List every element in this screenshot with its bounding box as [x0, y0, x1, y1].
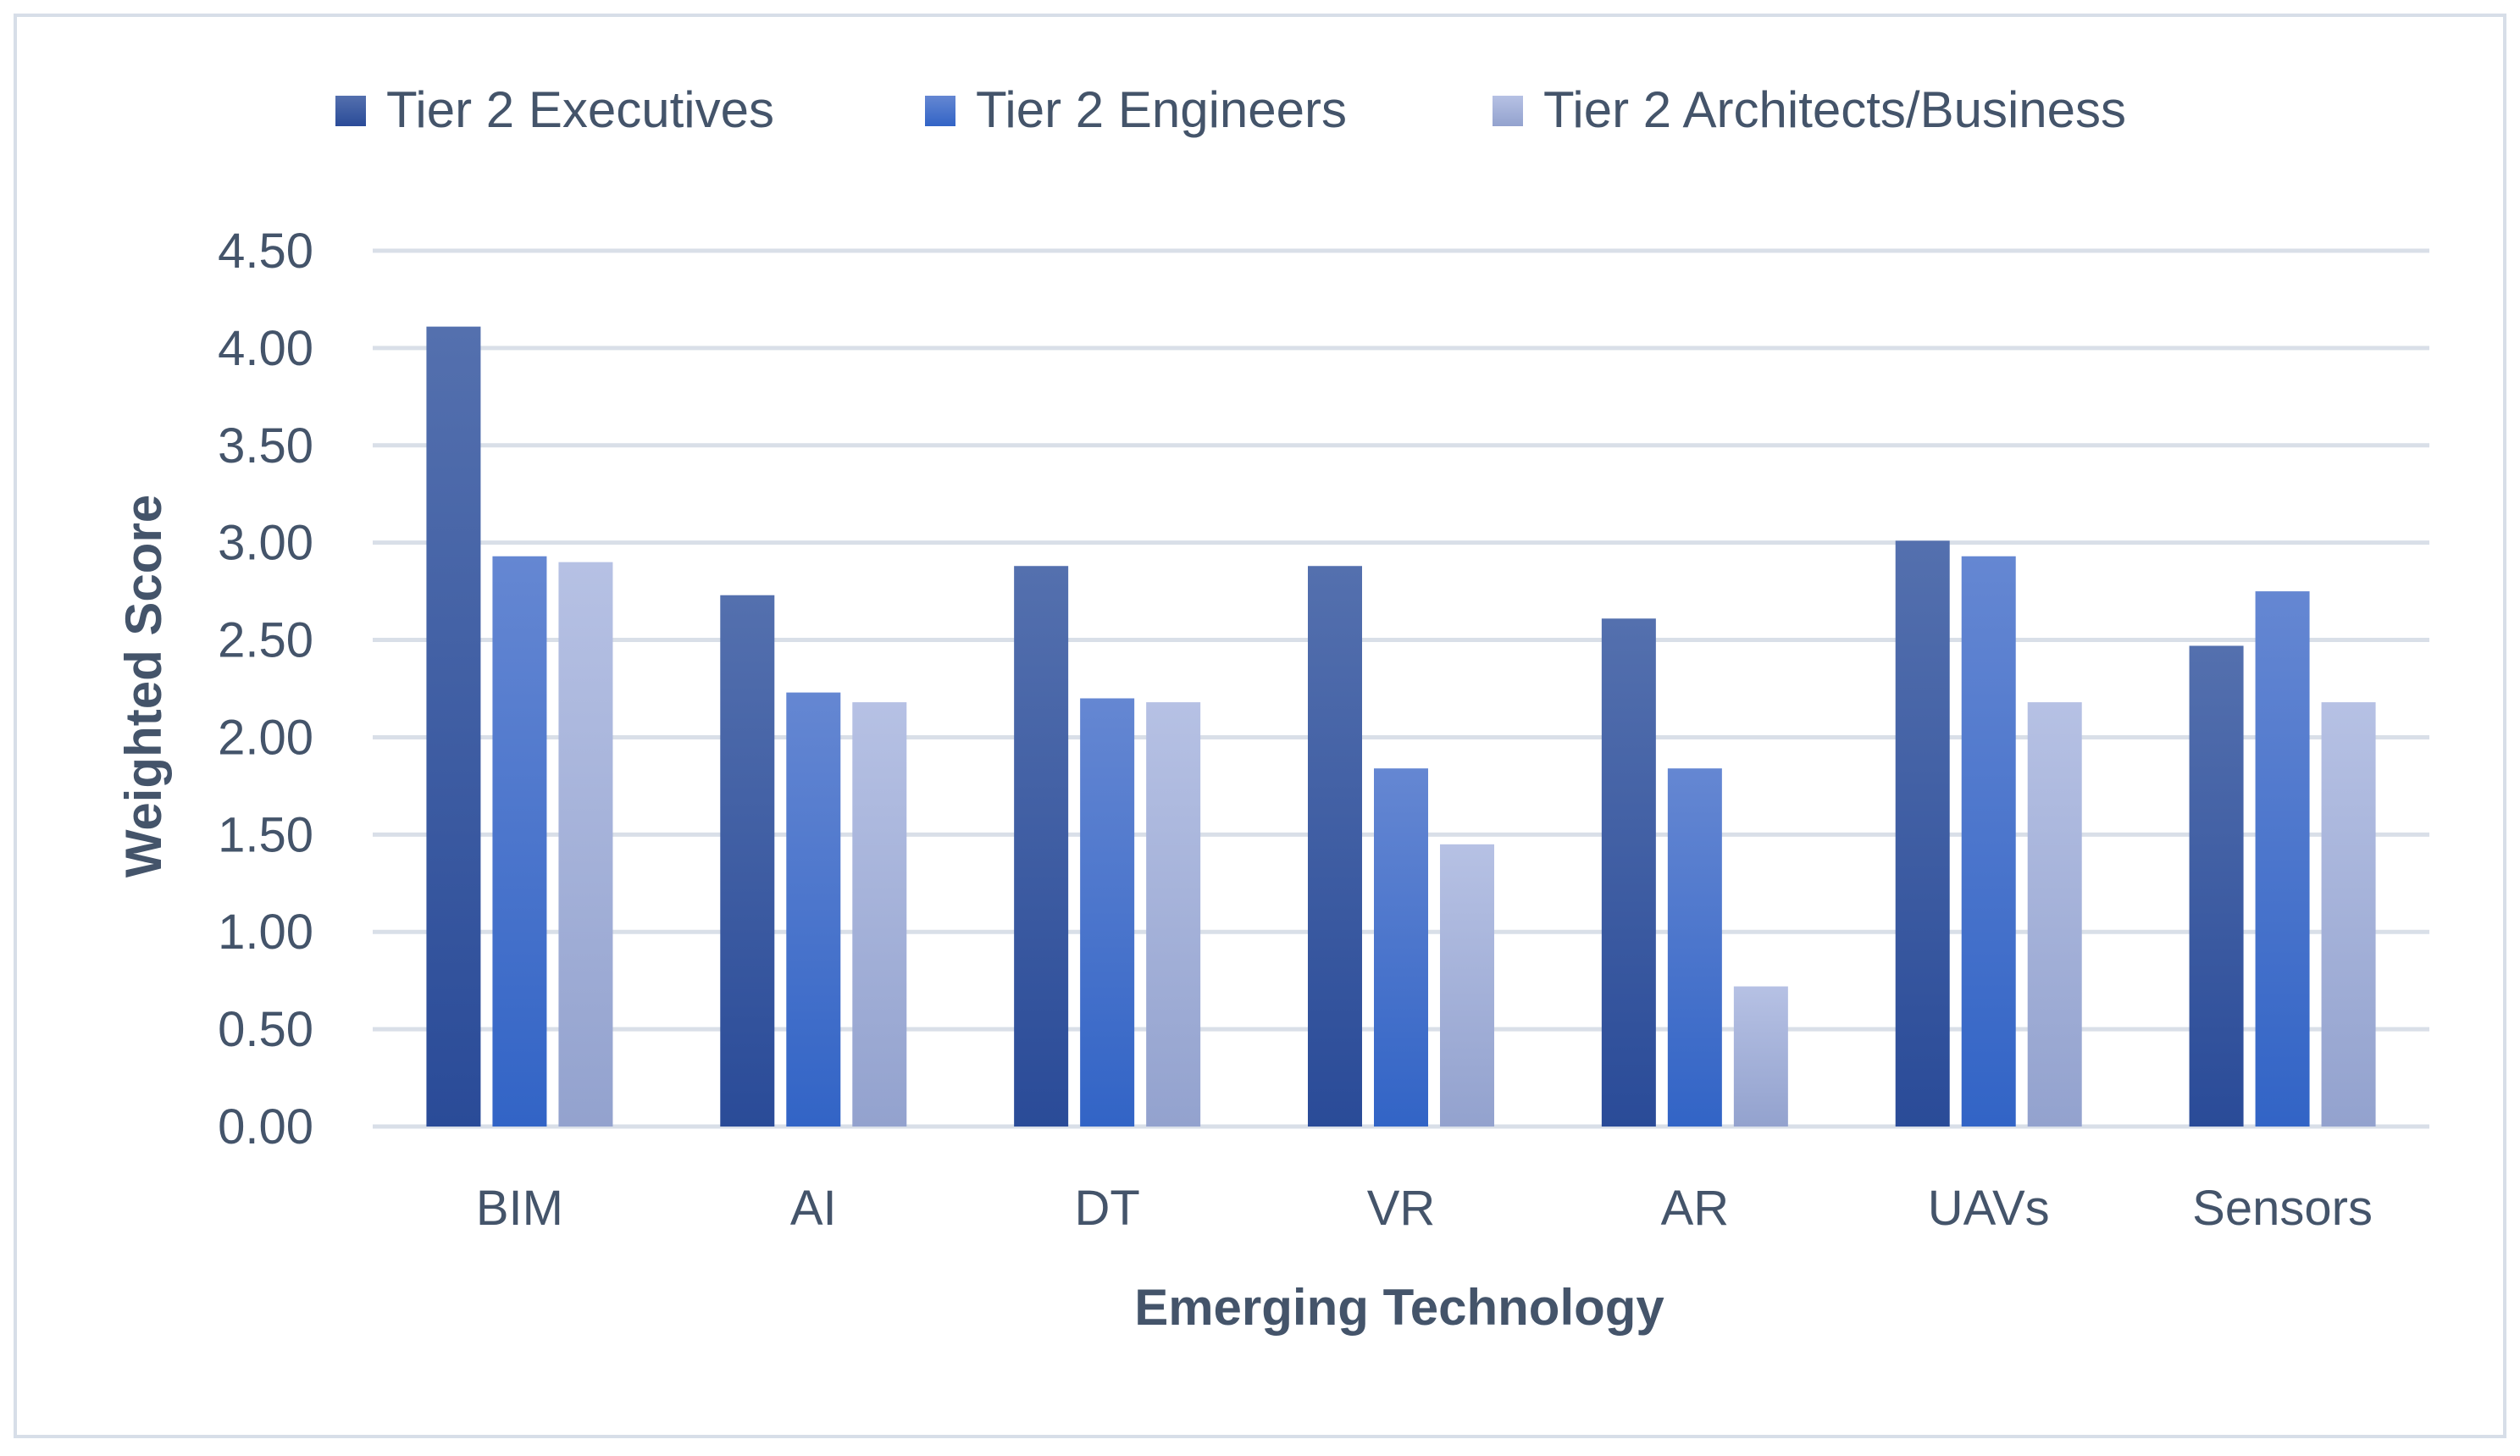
- bar-ar-tier-2-executives: [1601, 618, 1656, 1127]
- y-axis-label: Weighted Score: [115, 495, 172, 877]
- bar-uavs-tier-2-executives: [1895, 540, 1950, 1127]
- y-tick-label: 4.00: [218, 321, 313, 376]
- bar-dt-tier-2-executives: [1014, 566, 1069, 1127]
- bars: [426, 326, 2376, 1127]
- bar-sensors-tier-2-engineers: [2255, 591, 2310, 1127]
- bar-sensors-tier-2-executives: [2189, 645, 2244, 1127]
- x-axis-label: Emerging Technology: [1134, 1279, 1664, 1336]
- x-tick-label-bim: BIM: [476, 1181, 563, 1236]
- x-axis-ticks: BIM AI DT VR AR UAVs Sensors: [476, 1181, 2373, 1236]
- legend-swatch-tier-2-architects-business: [1493, 96, 1523, 126]
- bar-ai-tier-2-executives: [720, 595, 775, 1127]
- bar-ai-tier-2-engineers: [786, 692, 841, 1127]
- chart-border: [14, 14, 2506, 1438]
- x-tick-label-dt: DT: [1074, 1181, 1139, 1236]
- y-tick-label: 2.50: [218, 613, 313, 668]
- bar-ai-tier-2-architects-business: [852, 702, 907, 1127]
- x-tick-label-vr: VR: [1367, 1181, 1436, 1236]
- y-tick-label: 3.00: [218, 516, 313, 571]
- legend-label-tier-2-engineers: Tier 2 Engineers: [976, 81, 1347, 138]
- y-tick-label: 4.50: [218, 224, 313, 279]
- bar-bim-tier-2-engineers: [492, 556, 547, 1127]
- bar-bim-tier-2-executives: [426, 326, 481, 1127]
- y-tick-label: 0.50: [218, 1002, 313, 1057]
- x-tick-label-ai: AI: [790, 1181, 837, 1236]
- y-tick-label: 2.00: [218, 710, 313, 765]
- y-tick-label: 1.00: [218, 905, 313, 960]
- y-tick-label: 1.50: [218, 807, 313, 862]
- bar-vr-tier-2-architects-business: [1440, 844, 1494, 1127]
- y-axis-ticks: 0.00 0.50 1.00 1.50 2.00 2.50 3.00 3.50 4.00 4.50: [218, 224, 313, 1154]
- y-tick-label: 3.50: [218, 418, 313, 473]
- bar-ar-tier-2-engineers: [1667, 768, 1722, 1127]
- bar-ar-tier-2-architects-business: [1733, 986, 1788, 1127]
- bar-vr-tier-2-executives: [1308, 566, 1362, 1127]
- bar-sensors-tier-2-architects-business: [2321, 702, 2376, 1127]
- x-tick-label-sensors: Sensors: [2192, 1181, 2373, 1236]
- legend-label-tier-2-architects-business: Tier 2 Architects/Business: [1543, 81, 2126, 138]
- bar-dt-tier-2-architects-business: [1146, 702, 1201, 1127]
- gridlines: [373, 248, 2429, 1129]
- legend-swatch-tier-2-engineers: [925, 96, 955, 126]
- legend-label-tier-2-executives: Tier 2 Executives: [386, 81, 774, 138]
- y-tick-label: 0.00: [218, 1099, 313, 1154]
- bar-uavs-tier-2-architects-business: [2027, 702, 2082, 1127]
- legend: Tier 2 Executives Tier 2 Engineers Tier 2 …: [335, 81, 2126, 138]
- bar-vr-tier-2-engineers: [1374, 768, 1428, 1127]
- legend-swatch-tier-2-executives: [335, 96, 366, 126]
- bar-dt-tier-2-engineers: [1080, 698, 1135, 1127]
- x-tick-label-uavs: UAVs: [1928, 1181, 2050, 1236]
- bar-bim-tier-2-architects-business: [558, 562, 613, 1127]
- x-tick-label-ar: AR: [1661, 1181, 1730, 1236]
- bar-uavs-tier-2-engineers: [1961, 556, 2016, 1127]
